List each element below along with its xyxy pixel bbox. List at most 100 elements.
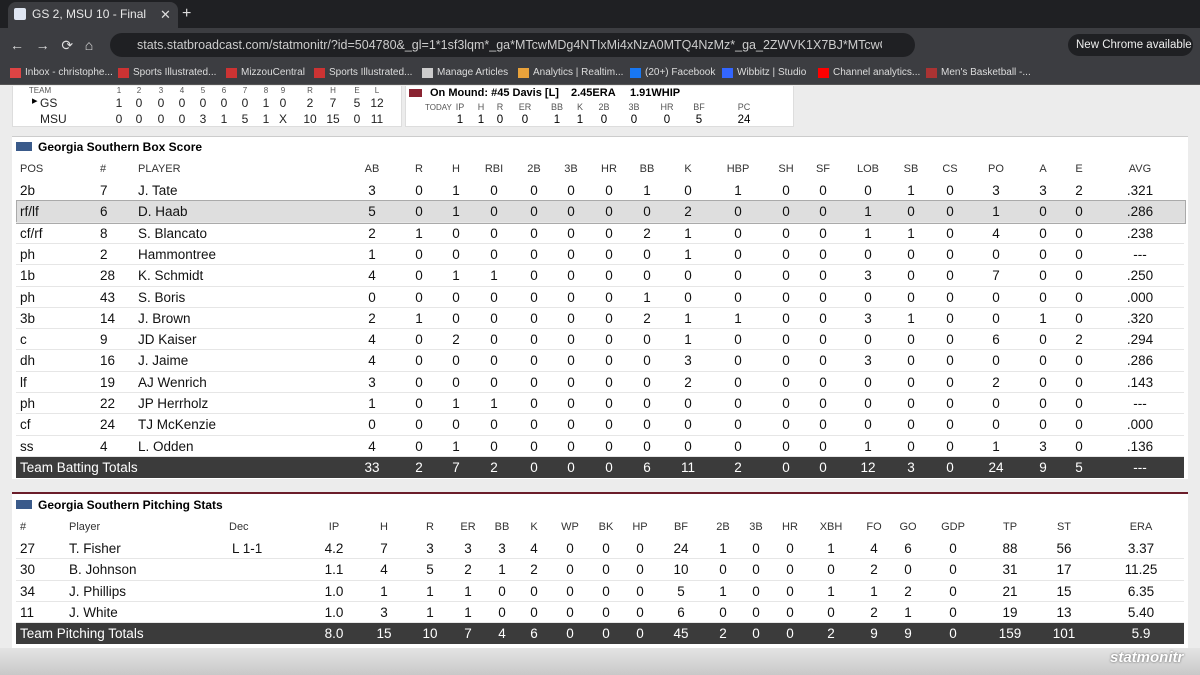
address-bar[interactable] [110,33,915,57]
cell: 1 [490,268,498,284]
cell: 0 [819,396,827,411]
cell: .321 [1126,183,1154,198]
cell: 0 [452,310,460,326]
cell: 0 [490,183,498,198]
cell: 0 [1039,289,1047,305]
pitcher-value: 0 [521,114,529,126]
pitcher-header: K [576,102,584,112]
cell: 0 [452,374,460,390]
total-cell: 2 [415,459,423,475]
column-header: AVG [1128,163,1152,175]
bookmark: Inbox - christophe... [25,67,113,78]
cell: 0 [368,417,376,433]
cell: 0 [819,417,827,433]
cell: 0 [415,246,423,262]
cell: 1.0 [324,583,344,599]
cell: 2 [452,332,460,348]
column-header: 2B [527,163,541,175]
cell: 1 [907,183,915,198]
cell: 34 [20,583,36,599]
cell: 8 [100,225,108,241]
cell: cf [20,417,31,433]
linescore-header: 9 [280,86,286,95]
cell: 0 [734,225,742,241]
cell: 0 [567,332,575,348]
cell: 1 [452,204,460,220]
cell: 4 [368,268,376,284]
bookmark-icon [926,68,937,78]
linescore-header: 1 [116,86,122,95]
linescore-cell: 0 [157,96,165,110]
bookmark-icon [10,68,21,78]
cell: 0 [1039,332,1047,348]
linescore-header: TEAM [28,86,52,95]
column-header: BB [494,521,510,533]
linescore-header: L [374,86,380,95]
cell: 0 [782,332,790,348]
cell: 5 [426,562,434,578]
cell: 0 [819,332,827,348]
cell: 0 [1075,225,1083,241]
cell: 2 [368,310,376,326]
column-header: HBP [726,163,750,175]
cell: 0 [643,204,651,220]
cell: 0 [864,396,872,411]
row-divider [16,558,1184,560]
cell: 0 [782,353,790,369]
cell: 0 [992,289,1000,305]
total-cell: 8.0 [324,626,344,642]
cell: 5 [677,583,685,599]
total-cell: 7 [464,626,472,642]
pitcher-header: ER [518,102,532,112]
cell: 0 [819,225,827,241]
cell: 0 [949,541,957,556]
cell: 4 [368,332,376,348]
cell: .238 [1126,225,1154,241]
total-cell: 0 [752,626,760,642]
bookmark-icon [422,68,433,78]
cell: 0 [946,417,954,433]
tab[interactable] [8,2,178,28]
cell: 0 [734,396,742,411]
total-cell: 12 [860,459,876,475]
column-header: GDP [941,521,965,533]
pitcher-value: 5 [695,114,703,126]
cell: J. Phillips [69,583,127,599]
total-cell: 0 [530,459,538,475]
cell: 0 [530,583,538,599]
cell: 0 [946,332,954,348]
tab-close[interactable]: ✕ [160,7,171,22]
linescore-cell: 5 [353,96,361,110]
cell: 0 [567,268,575,284]
new-tab[interactable]: + [182,5,192,22]
cell: S. Boris [138,289,186,305]
section-title: Georgia Southern Box Score [38,140,203,154]
row-divider [16,349,1184,351]
bookmark: Channel analytics... [833,67,921,78]
cell: 0 [643,438,651,454]
cell: 2 [368,225,376,241]
nav-buttons[interactable]: ← → ⟳ ⌂ [10,37,94,53]
cell: 0 [907,332,915,348]
cell: 0 [684,268,692,284]
cell: 0 [946,396,954,411]
cell: 0 [782,183,790,198]
cell: 3 [864,268,872,284]
update-pill[interactable] [1068,34,1193,56]
cell: J. Tate [138,183,178,198]
cell: 0 [530,604,538,620]
cell: 2 [643,310,651,326]
cell: 1 [827,541,835,556]
cell: 0 [530,225,538,241]
cell: 0 [415,204,423,220]
cell: 4 [380,562,388,578]
pitcher-header: H [477,102,485,112]
linescore-cell: 0 [115,112,123,126]
total-cell: 2 [734,459,742,475]
cell: 0 [819,268,827,284]
bookmark-icon [630,68,641,78]
cell: 3 [864,310,872,326]
cell: 0 [904,562,912,578]
column-header: 3B [564,163,578,175]
total-cell: 15 [376,626,392,642]
